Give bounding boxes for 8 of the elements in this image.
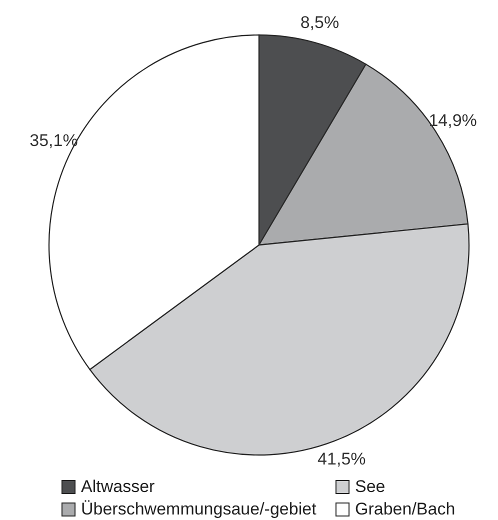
data-label: 41,5% <box>318 450 366 469</box>
legend-label: Überschwemmungsaue/-gebiet <box>81 500 317 518</box>
data-label: 14,9% <box>428 111 477 130</box>
legend-label: See <box>355 476 386 496</box>
legend-label: Graben/Bach <box>355 500 456 518</box>
legend-label: Altwasser <box>81 476 156 496</box>
data-label: 35,1% <box>30 131 78 150</box>
data-label: 8,5% <box>300 13 340 32</box>
